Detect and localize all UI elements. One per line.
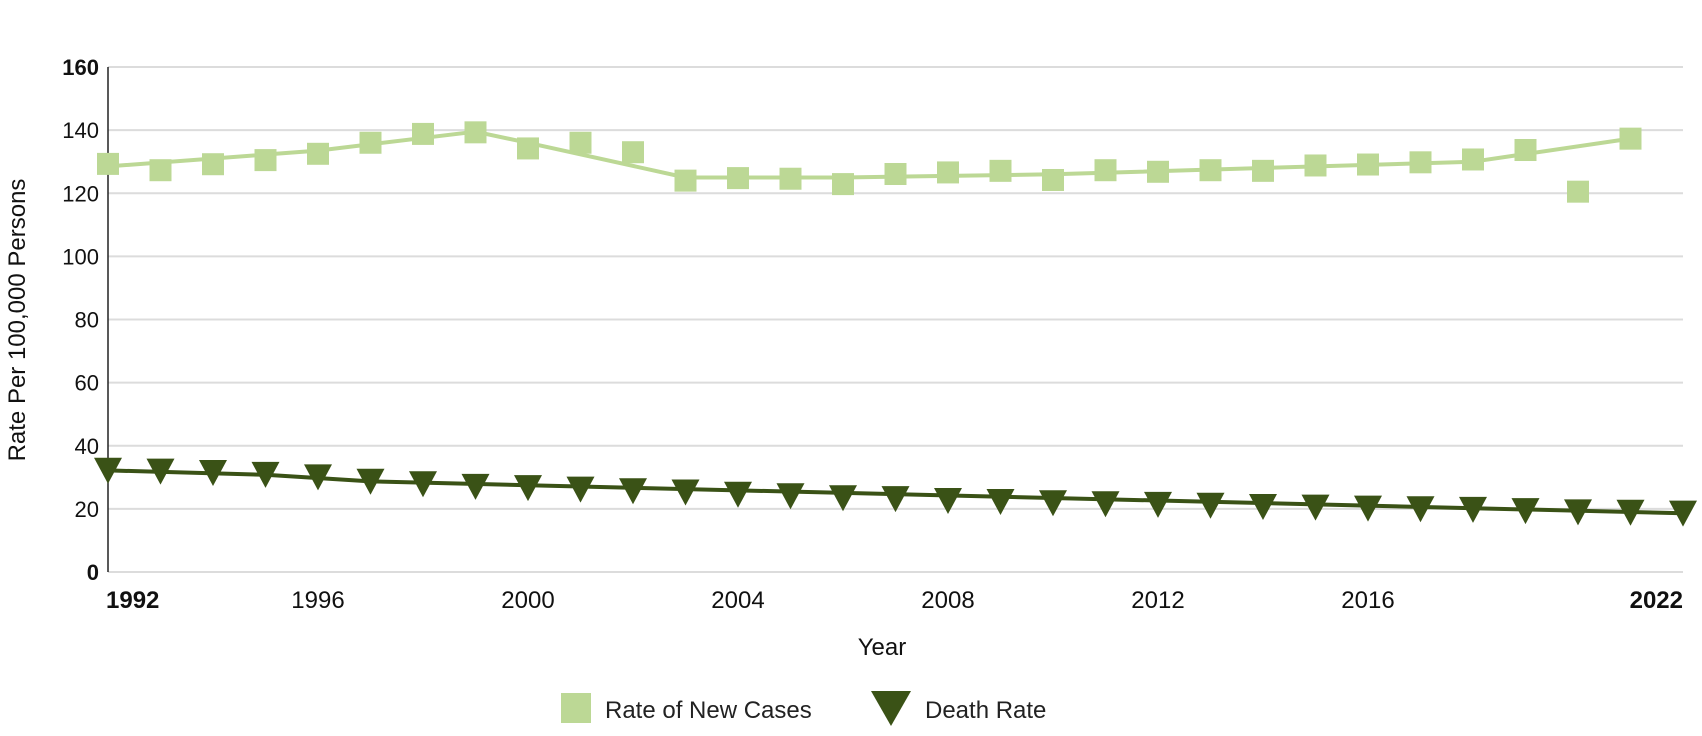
data-point-triangle	[881, 486, 910, 513]
data-point-triangle	[1564, 499, 1592, 526]
data-point-square	[674, 169, 697, 192]
data-point-square	[412, 122, 434, 145]
data-point-square	[622, 141, 644, 164]
data-point-triangle	[304, 464, 332, 491]
data-point-triangle	[1616, 499, 1645, 526]
data-point-square	[1304, 154, 1327, 177]
data-point-triangle	[724, 481, 752, 508]
legend: Rate of New Cases Death Rate	[561, 691, 1046, 726]
data-point-triangle	[356, 468, 385, 495]
data-point-square	[359, 131, 382, 154]
data-point-triangle	[251, 461, 280, 488]
series-death-rate	[94, 457, 1697, 527]
data-point-triangle	[1249, 494, 1277, 521]
data-point-square	[464, 121, 487, 144]
gridlines	[108, 66, 1683, 573]
data-point-triangle	[1669, 500, 1697, 527]
data-point-square	[1147, 160, 1169, 183]
legend-marker-square	[561, 693, 591, 723]
y-axis-ticks: 0 20 40 60 80 100 120 140 160	[62, 55, 99, 585]
data-point-triangle	[671, 479, 700, 506]
data-point-square	[989, 159, 1012, 182]
x-tick-label: 2022	[1630, 587, 1683, 614]
x-tick-label: 1996	[291, 587, 344, 614]
data-point-triangle	[986, 488, 1015, 515]
data-point-square	[254, 149, 277, 172]
data-point-triangle	[1511, 498, 1540, 525]
y-tick-label: 120	[62, 181, 99, 206]
legend-label-new-cases: Rate of New Cases	[605, 697, 812, 724]
y-tick-label: 160	[62, 55, 99, 80]
x-tick-label: 2016	[1341, 587, 1394, 614]
data-point-triangle	[514, 475, 542, 502]
x-tick-label: 1992	[106, 587, 159, 614]
data-point-square	[1252, 159, 1274, 182]
data-point-triangle	[461, 473, 490, 500]
data-point-triangle	[619, 478, 647, 505]
legend-marker-triangle-down	[871, 691, 911, 726]
data-point-triangle	[94, 457, 122, 484]
x-tick-label: 2004	[711, 587, 764, 614]
y-tick-label: 40	[75, 434, 99, 459]
data-point-triangle	[776, 483, 805, 510]
trend-line	[107, 129, 1631, 180]
data-point-triangle	[829, 485, 857, 512]
data-point-triangle	[934, 488, 962, 515]
data-point-triangle	[1406, 496, 1435, 523]
data-point-triangle	[146, 458, 175, 485]
data-point-triangle	[1144, 491, 1172, 518]
data-point-square	[832, 173, 854, 196]
data-point-triangle	[409, 471, 437, 498]
y-tick-label: 140	[62, 118, 99, 143]
data-point-triangle	[199, 459, 227, 486]
data-point-square	[1567, 180, 1589, 203]
series-layer	[94, 121, 1697, 527]
x-axis-title: Year	[858, 634, 907, 661]
data-point-square	[1514, 139, 1537, 162]
x-axis-ticks: 1992 1996 2000 2004 2008 2012 2016 2022	[106, 587, 1683, 614]
data-point-triangle	[1354, 495, 1382, 522]
y-axis-title: Rate Per 100,000 Persons	[4, 179, 31, 462]
data-point-square	[1199, 159, 1222, 182]
y-tick-label: 20	[75, 497, 99, 522]
x-tick-label: 2008	[921, 587, 974, 614]
data-point-square	[1462, 148, 1484, 171]
data-point-square	[1357, 153, 1379, 176]
data-point-square	[569, 131, 592, 154]
y-tick-label: 80	[75, 308, 99, 333]
data-point-square	[884, 162, 907, 185]
data-point-square	[202, 153, 224, 176]
data-point-square	[97, 152, 119, 175]
y-tick-label: 60	[75, 371, 99, 396]
data-point-square	[149, 159, 172, 182]
data-point-square	[1619, 127, 1642, 150]
y-tick-label: 0	[87, 560, 99, 585]
data-point-triangle	[1301, 494, 1330, 521]
data-point-square	[517, 137, 539, 160]
data-point-square	[727, 167, 749, 190]
data-point-triangle	[1039, 490, 1067, 517]
data-point-square	[1409, 151, 1432, 174]
data-point-square	[1094, 159, 1117, 182]
series-new-cases	[97, 121, 1642, 203]
data-point-triangle	[566, 476, 595, 503]
data-point-triangle	[1459, 496, 1487, 523]
data-point-triangle	[1091, 491, 1120, 518]
x-tick-label: 2000	[501, 587, 554, 614]
x-tick-label: 2012	[1131, 587, 1184, 614]
data-point-square	[1042, 168, 1064, 191]
data-point-square	[307, 142, 329, 165]
data-point-square	[937, 161, 959, 184]
data-point-square	[779, 167, 802, 190]
data-point-triangle	[1196, 492, 1225, 519]
legend-label-death-rate: Death Rate	[925, 697, 1046, 724]
y-tick-label: 100	[62, 244, 99, 269]
